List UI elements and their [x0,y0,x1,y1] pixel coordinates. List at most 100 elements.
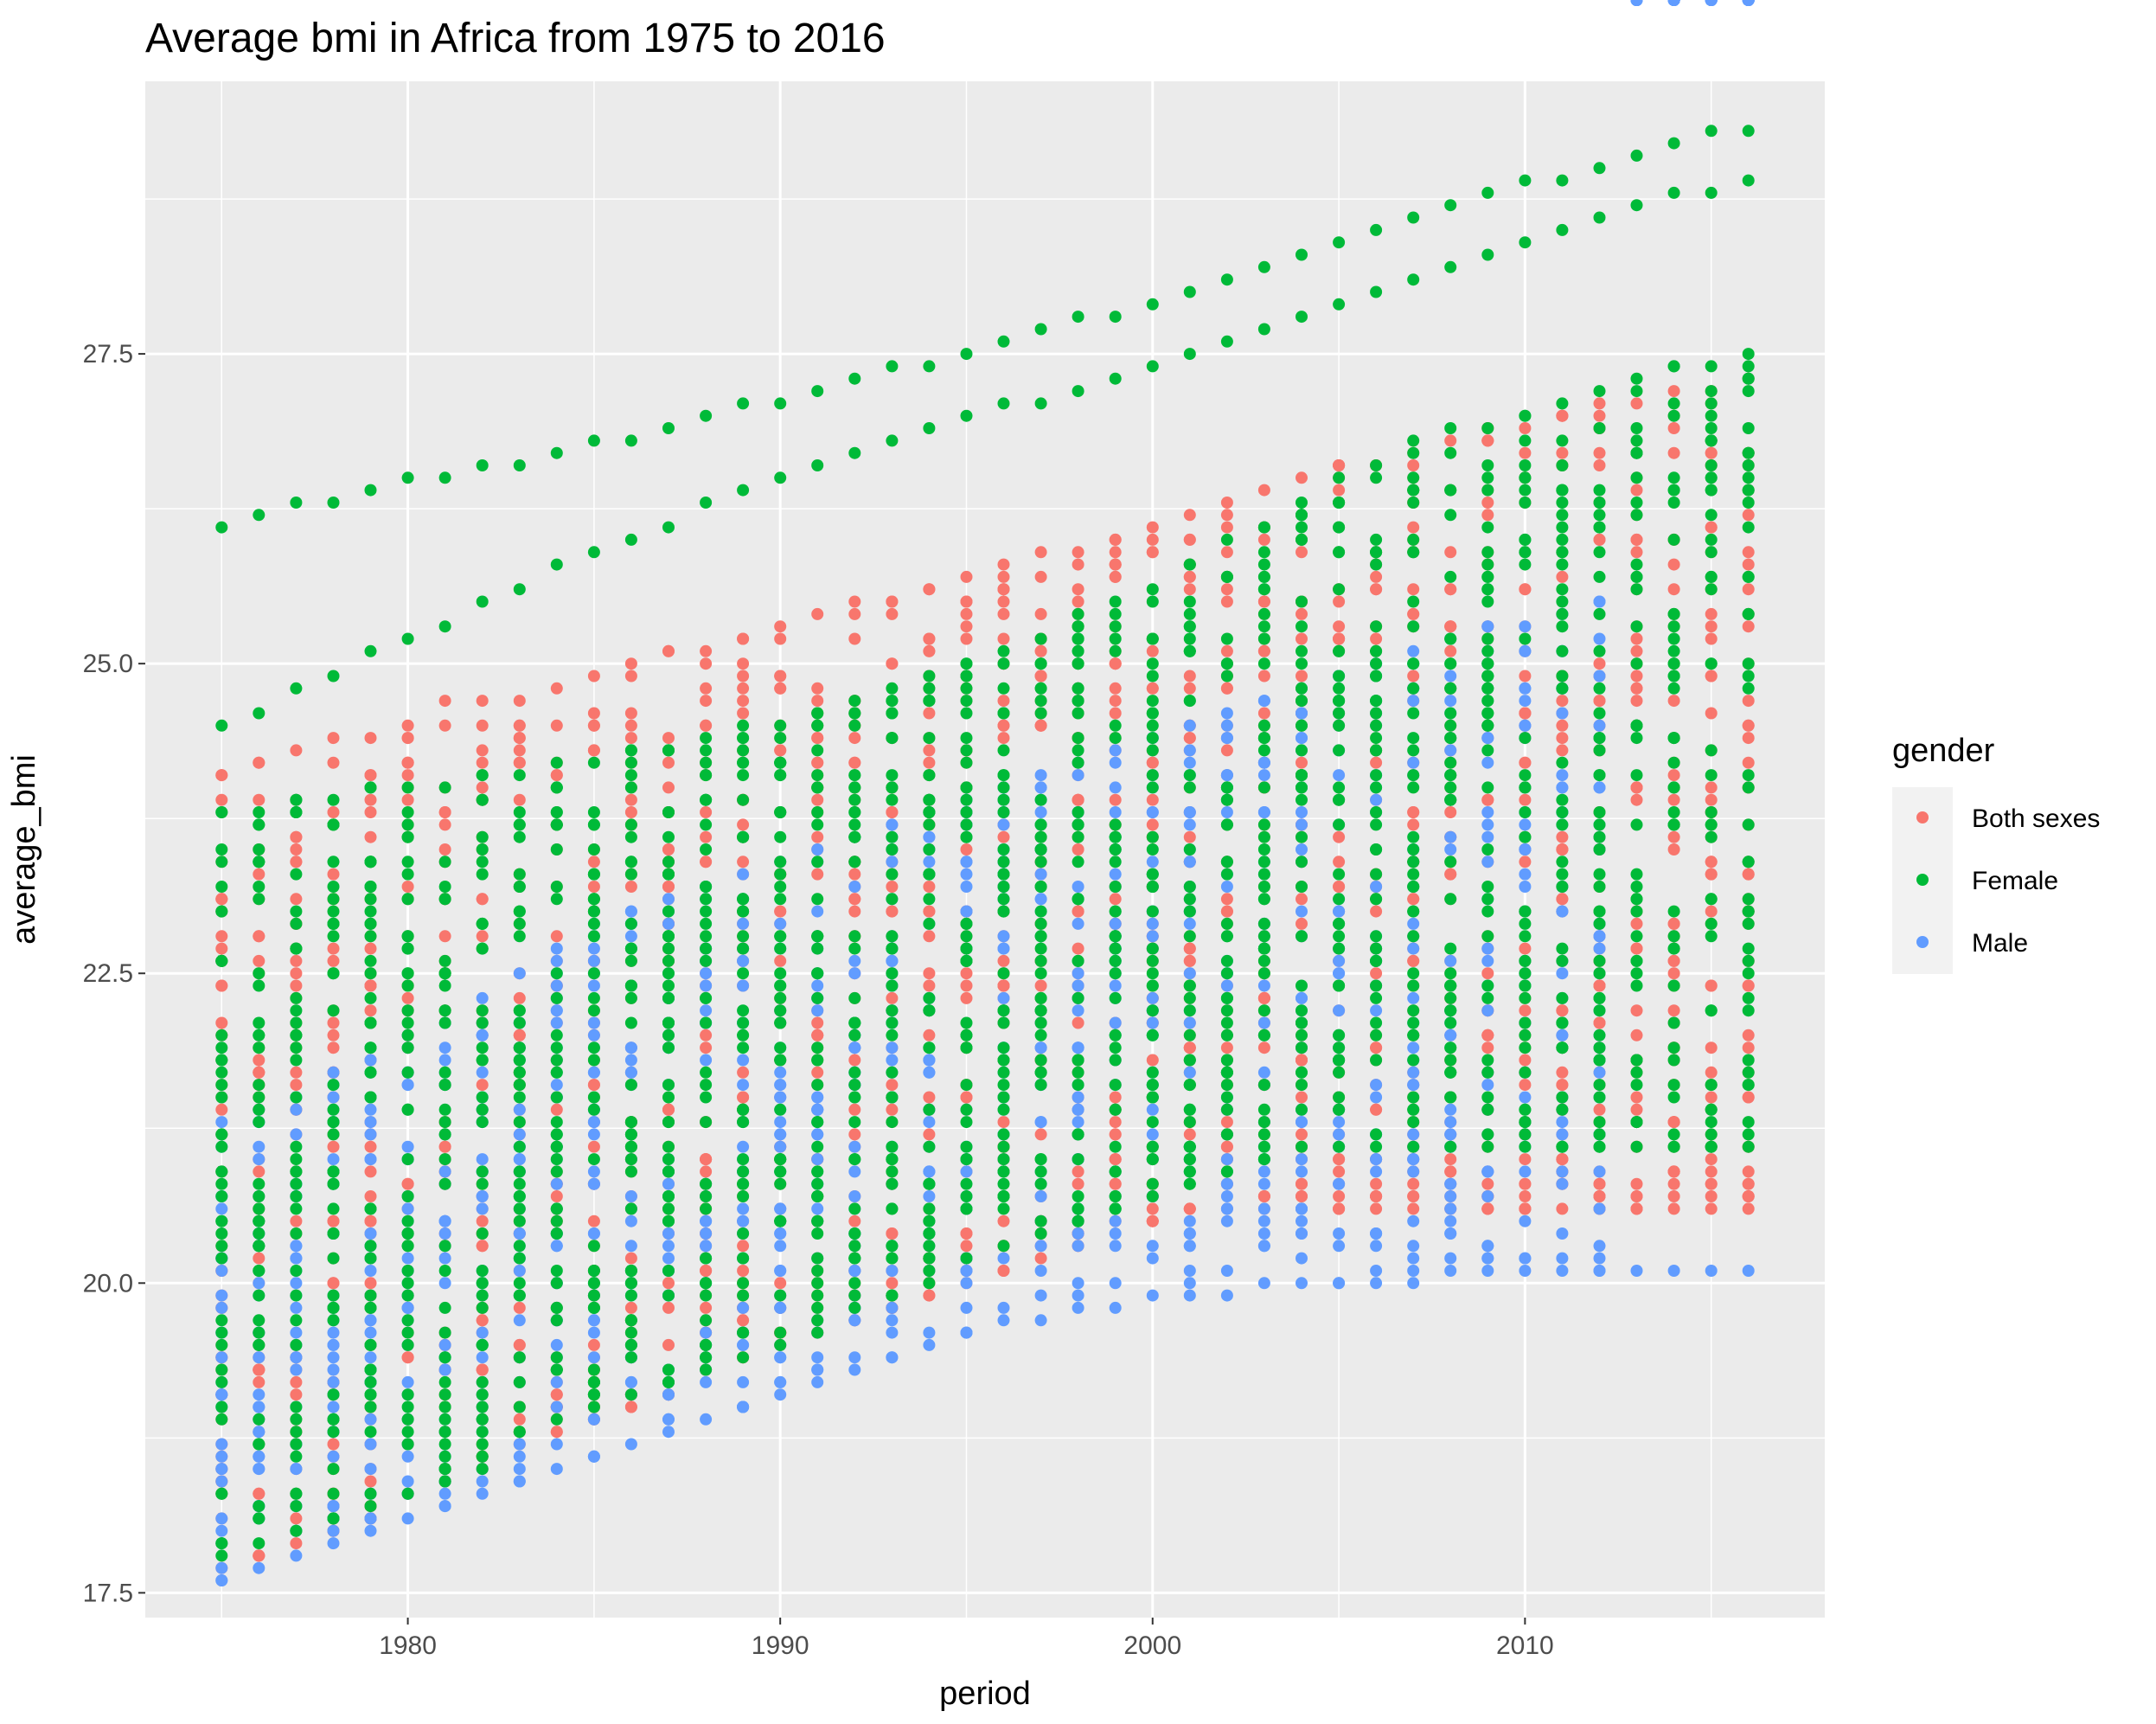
point-male [774,1128,787,1141]
point-female [624,868,637,881]
point-both-sexes [923,930,936,943]
point-female [1220,533,1233,546]
point-female [662,1202,675,1215]
point-both-sexes [662,781,675,794]
point-male [811,1351,824,1364]
point-male [1556,707,1569,720]
point-female [1220,1079,1233,1092]
point-male [1407,756,1420,769]
point-male [1034,1041,1047,1054]
point-female [960,1041,973,1054]
point-female [438,1177,451,1190]
point-both-sexes [923,905,936,918]
point-both-sexes [587,719,600,732]
point-female [960,348,973,361]
point-both-sexes [327,942,340,955]
point-female [513,930,526,943]
point-female [1593,843,1606,856]
point-female [476,1338,489,1351]
point-male [1109,1214,1122,1227]
point-female [662,521,675,534]
point-both-sexes [364,793,377,806]
point-male [1183,967,1196,980]
point-both-sexes [1407,954,1420,967]
point-male [1296,1153,1308,1166]
point-female [1630,930,1643,943]
point-both-sexes [1109,695,1122,708]
point-female [290,1450,303,1463]
point-female [1667,1128,1680,1141]
point-female [1257,558,1270,571]
point-female [401,806,414,818]
point-female [1183,1103,1196,1116]
point-female [290,917,303,930]
point-female [587,1091,600,1104]
point-both-sexes [1296,471,1308,484]
point-female [513,818,526,831]
point-female [550,1066,563,1079]
point-female [1519,409,1532,422]
point-male [811,1153,824,1166]
point-female [1556,818,1569,831]
point-female [550,1214,563,1227]
point-male [997,818,1010,831]
point-female [923,1240,936,1253]
point-male [1593,1066,1606,1079]
point-female [1109,905,1122,918]
point-female [587,917,600,930]
point-female [290,1227,303,1240]
point-female [923,843,936,856]
point-male [811,1363,824,1376]
point-both-sexes [290,1214,303,1227]
point-female [1257,893,1270,906]
point-female [1667,756,1680,769]
point-both-sexes [811,732,824,745]
point-female [1109,1165,1122,1178]
point-male [1481,732,1494,745]
point-both-sexes [1667,1190,1680,1202]
point-male [1296,1277,1308,1290]
point-female [1146,967,1159,980]
point-both-sexes [997,979,1010,992]
point-both-sexes [960,967,973,980]
point-both-sexes [401,719,414,732]
point-female [438,1128,451,1141]
point-female [1296,930,1308,943]
point-both-sexes [587,1079,600,1092]
point-male [1220,1214,1233,1227]
point-female [587,1289,600,1302]
point-both-sexes [290,1375,303,1388]
point-female [1257,570,1270,583]
point-female [774,830,787,843]
point-both-sexes [1705,1153,1718,1166]
point-female [700,917,713,930]
point-both-sexes [1220,546,1233,559]
point-female [1333,521,1346,534]
point-female [1370,471,1383,484]
point-female [253,1265,266,1277]
point-female [1296,311,1308,324]
point-female [1481,991,1494,1004]
point-female [1444,1004,1457,1017]
point-female [215,1549,228,1562]
point-male [774,1301,787,1314]
point-male [1072,1277,1084,1290]
point-male [327,1338,340,1351]
point-female [587,1103,600,1116]
point-male [401,1375,414,1388]
point-female [1519,1128,1532,1141]
point-both-sexes [215,1103,228,1116]
point-both-sexes [438,695,451,708]
point-female [848,719,861,732]
point-male [1593,930,1606,943]
point-female [290,1140,303,1153]
point-female [1257,657,1270,670]
point-both-sexes [476,695,489,708]
point-male [215,1388,228,1401]
point-female [438,954,451,967]
point-female [253,707,266,720]
point-both-sexes [1705,1066,1718,1079]
point-female [997,868,1010,881]
point-male [1296,1116,1308,1129]
point-female [290,868,303,881]
